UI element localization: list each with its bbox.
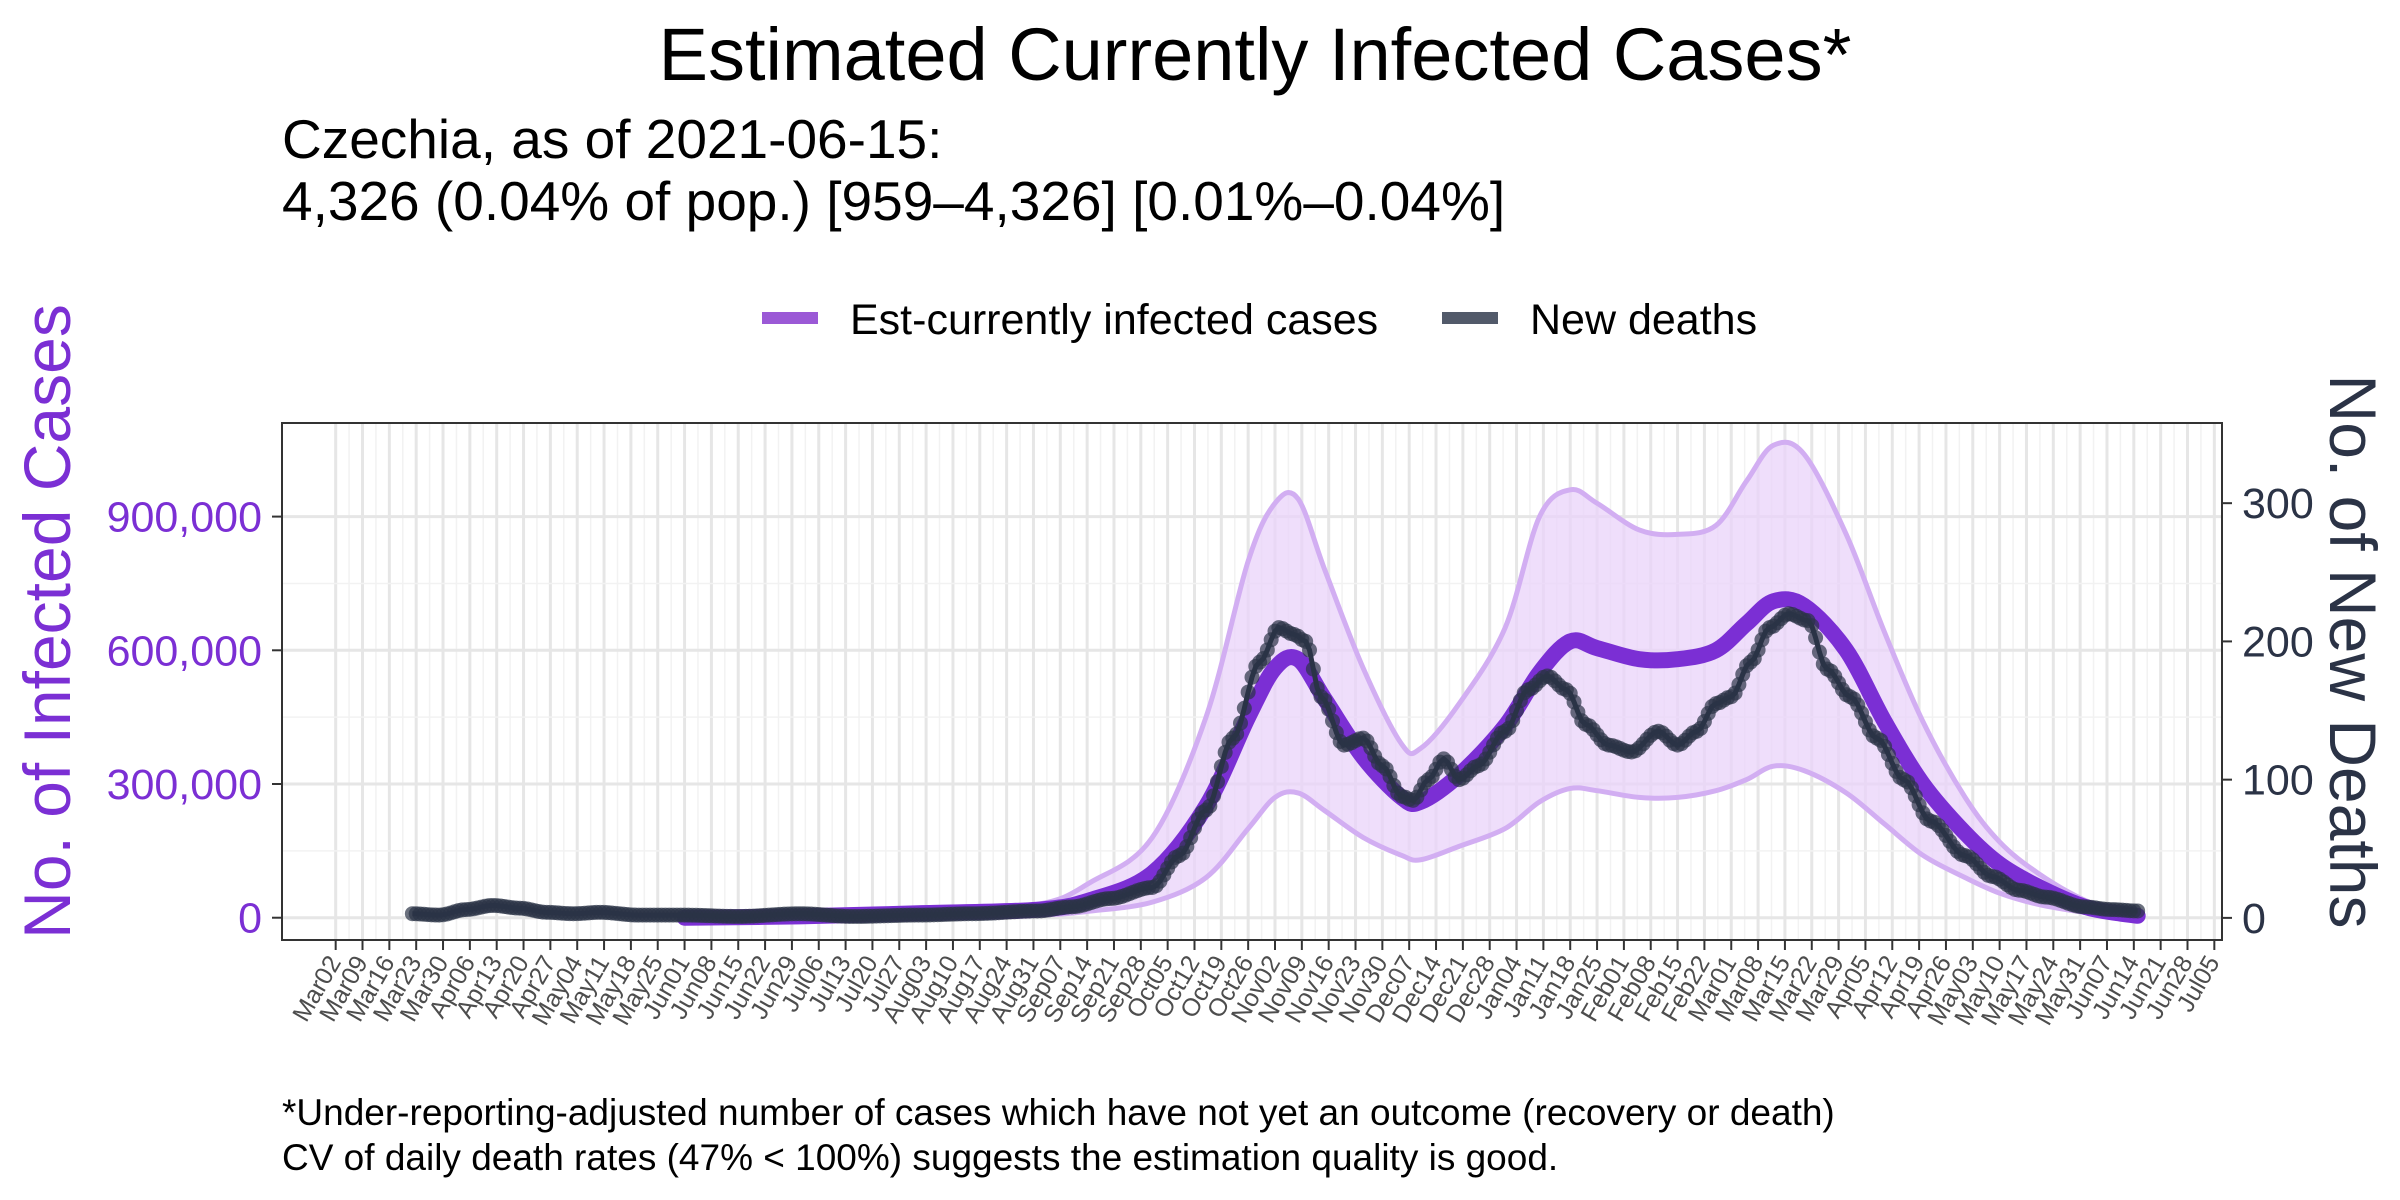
confidence-band (684, 439, 2139, 921)
death-point (1232, 715, 1248, 731)
y-left-tick-label: 900,000 (107, 494, 262, 542)
death-point (1236, 700, 1252, 716)
legend-swatch-infected (762, 312, 818, 324)
death-point (2130, 903, 2146, 919)
chart-title: Estimated Currently Infected Cases* (659, 13, 1852, 96)
y-left-tick-label: 300,000 (107, 761, 262, 809)
death-point (1808, 630, 1824, 646)
caption-line2: CV of daily death rates (47% < 100%) sug… (282, 1137, 1558, 1178)
death-point (1325, 713, 1341, 729)
caption-line1: *Under-reporting-adjusted number of case… (282, 1092, 1835, 1133)
y-right-tick-label: 300 (2242, 480, 2314, 528)
death-point (1240, 684, 1256, 700)
lower-bound-line (684, 763, 2138, 921)
death-point (1811, 644, 1827, 660)
legend-label-infected: Est-currently infected cases (850, 296, 1378, 344)
death-point (1804, 618, 1820, 634)
death-point (1302, 642, 1318, 658)
death-point (1206, 788, 1222, 804)
death-point (1305, 661, 1321, 677)
death-point (1209, 774, 1225, 790)
legend-label-deaths: New deaths (1530, 296, 1757, 344)
y-right-tick-label: 100 (2242, 757, 2314, 805)
legend: Est-currently infected cases New deaths (762, 296, 1757, 344)
axes: Mar02Mar09Mar16Mar23Mar30Apr06Apr13Apr20… (107, 480, 2314, 1030)
y-right-tick-label: 0 (2242, 895, 2266, 943)
chart-subtitle-line1: Czechia, as of 2021-06-15: (282, 108, 942, 170)
plot-panel (281, 422, 2223, 941)
chart-subtitle-line2: 4,326 (0.04% of pop.) [959–4,326] [0.01%… (282, 170, 1505, 232)
y-axis-left-title: No. of Infected Cases (10, 304, 84, 939)
death-point (1213, 758, 1229, 774)
y-axis-right-title: No. of New Deaths (2316, 375, 2390, 929)
death-points (404, 606, 2146, 924)
confidence-band-area (684, 442, 2138, 918)
y-left-tick-label: 600,000 (107, 627, 262, 675)
legend-swatch-deaths (1442, 312, 1498, 324)
death-point (1321, 701, 1337, 717)
upper-bound-line (684, 439, 2139, 921)
y-left-tick-label: 0 (238, 895, 262, 943)
y-right-tick-label: 200 (2242, 618, 2314, 666)
